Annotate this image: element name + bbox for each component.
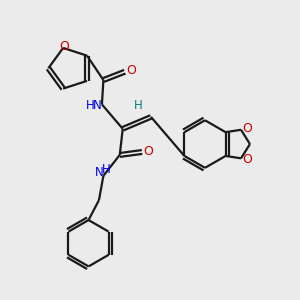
Text: O: O	[59, 40, 69, 52]
Text: N: N	[94, 166, 103, 179]
Text: O: O	[144, 145, 154, 158]
Text: H: H	[134, 99, 143, 112]
Text: N: N	[93, 99, 102, 112]
Text: H: H	[86, 99, 94, 112]
Text: H: H	[102, 163, 111, 176]
Text: O: O	[243, 153, 253, 166]
Text: O: O	[243, 122, 253, 135]
Text: O: O	[126, 64, 136, 77]
